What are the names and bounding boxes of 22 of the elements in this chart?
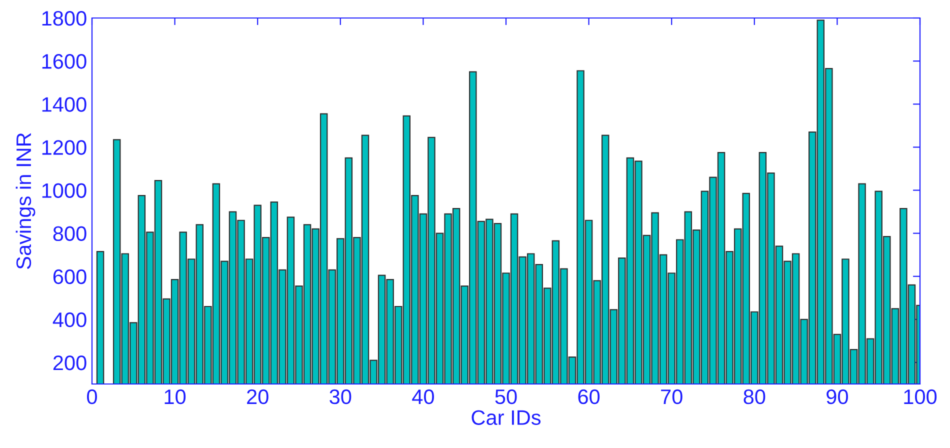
y-tick-label: 1800 [42, 11, 86, 26]
x-tick-label: 70 [661, 389, 682, 404]
y-tick-label: 400 [52, 312, 86, 328]
y-tick-label: 200 [53, 355, 86, 370]
x-tick-label: 90 [826, 389, 848, 404]
y-tick-label: 800 [53, 226, 86, 242]
x-tick-label: 60 [578, 389, 600, 404]
y-tick-label: 1000 [42, 183, 86, 198]
x-tick-label: 50 [495, 389, 517, 404]
y-tick-label: 1200 [42, 140, 86, 155]
x-tick-label: 30 [330, 389, 352, 404]
x-tick-label: 100 [904, 389, 937, 404]
x-tick-label: 80 [744, 389, 766, 404]
x-tick-label: 20 [247, 389, 268, 404]
x-axis-title: Car IDs [472, 410, 541, 425]
y-tick-label: 600 [53, 269, 86, 284]
y-tick-label: 1400 [42, 97, 86, 112]
y-tick-label: 1600 [42, 54, 86, 69]
x-tick-label: 0 [87, 389, 97, 404]
x-tick-label: 10 [164, 389, 186, 404]
y-axis-title: Savings in INR [16, 133, 36, 269]
x-tick-label: 40 [412, 389, 434, 404]
